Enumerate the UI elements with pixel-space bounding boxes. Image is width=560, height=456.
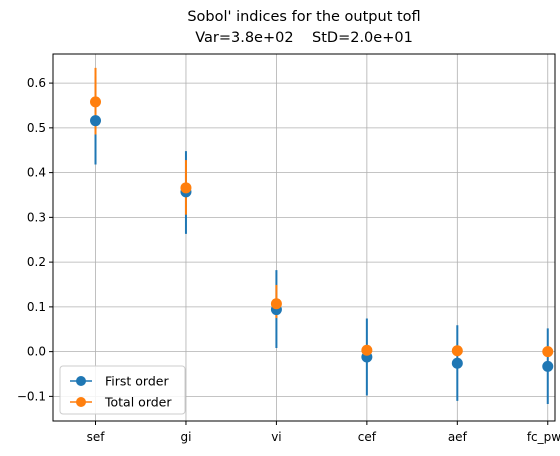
total-order-point	[90, 96, 102, 108]
x-tick-label-fc-pwd: fc_pwd	[527, 430, 560, 444]
chart-subtitle: Var=3.8e+02 StD=2.0e+01	[195, 30, 413, 46]
x-tick-label-cef: cef	[358, 430, 377, 444]
legend-total-order-label: Total order	[104, 395, 172, 410]
x-tick-label-aef: aef	[448, 430, 468, 444]
legend-first-order-marker	[76, 376, 86, 386]
plot-frame	[52, 53, 556, 422]
legend-total-order-marker	[76, 397, 86, 407]
y-tick-label: 0.0	[27, 345, 46, 359]
first-order-point	[451, 357, 463, 369]
total-order-point	[180, 182, 192, 194]
total-order-point	[270, 298, 282, 310]
error-bars	[94, 67, 549, 404]
legend-first-order-label: First order	[105, 374, 169, 389]
y-tick-label: 0.4	[27, 166, 46, 180]
data-points	[90, 96, 554, 372]
total-order-point	[451, 345, 463, 357]
chart-title: Sobol' indices for the output tofl	[187, 9, 420, 25]
first-order-point	[542, 360, 554, 372]
legend: First order Total order	[59, 365, 186, 415]
x-tick-label-sef: sef	[87, 430, 106, 444]
first-order-point	[90, 115, 102, 127]
y-tick-label: 0.3	[27, 210, 46, 224]
y-tick-label: 0.1	[27, 300, 46, 314]
total-order-point	[542, 346, 554, 358]
x-tick-label-vi: vi	[271, 430, 281, 444]
y-tick-label: 0.2	[27, 255, 46, 269]
x-tick-label-gi: gi	[180, 430, 191, 444]
y-tick-label: 0.5	[27, 121, 46, 135]
axis-ticks: −0.1 0.0 0.1 0.2 0.3 0.4 0.5 0.6 sef gi vi cef aef fc…	[17, 76, 560, 444]
y-tick-label: 0.6	[27, 76, 46, 90]
total-order-point	[361, 344, 373, 356]
y-tick-label: −0.1	[17, 389, 46, 403]
